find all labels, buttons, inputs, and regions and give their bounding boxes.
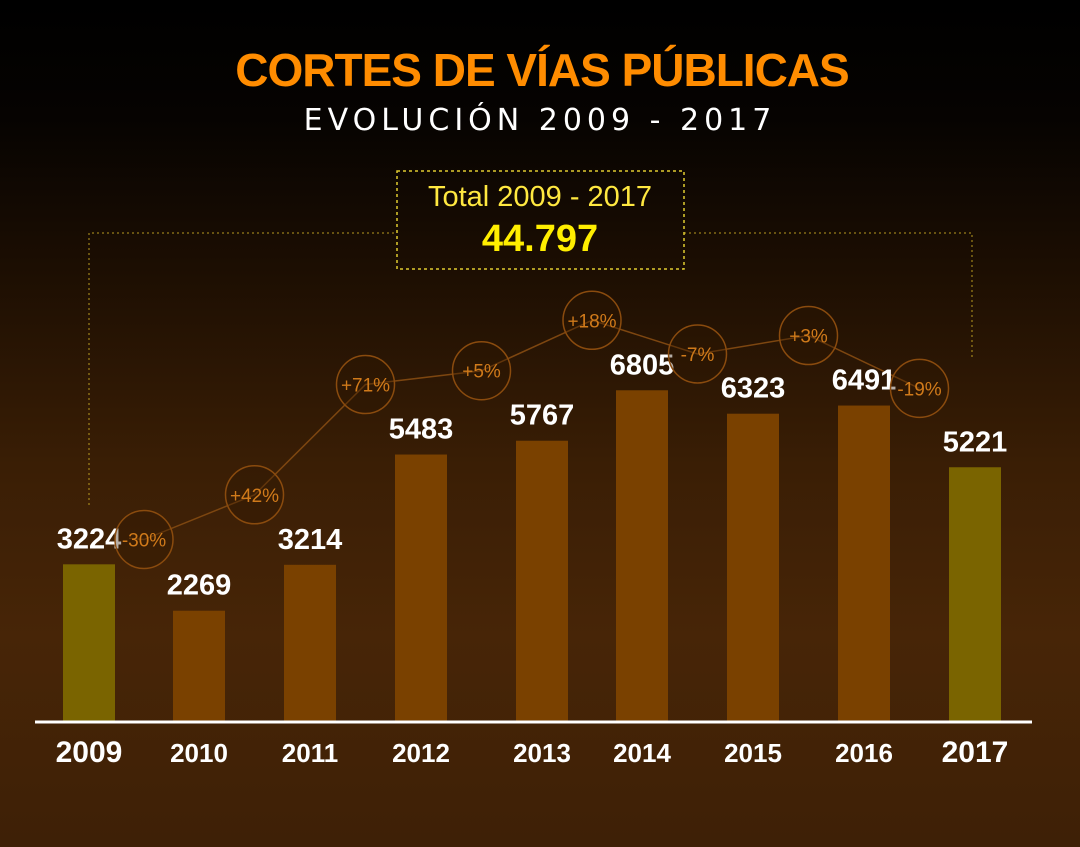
- bar-2013: [516, 440, 568, 721]
- x-tick-label-2013: 2013: [513, 738, 571, 768]
- total-box: [396, 170, 685, 270]
- bar-2015: [727, 413, 779, 721]
- change-label-2010: -30%: [122, 531, 166, 552]
- bar-2012: [395, 454, 447, 721]
- chart-subtitle: EVOLUCIÓN 2009 - 2017: [304, 101, 777, 138]
- bar-2014: [616, 390, 668, 721]
- x-tick-label-2009: 2009: [56, 736, 123, 769]
- change-label-2017: -19%: [897, 379, 941, 400]
- value-label-2017: 5221: [943, 426, 1008, 458]
- change-circle-2016: [778, 305, 839, 366]
- x-tick-label-2014: 2014: [613, 738, 671, 768]
- change-label-2015: -7%: [681, 345, 715, 366]
- x-tick-label-2011: 2011: [282, 738, 338, 768]
- change-circle-2012: [335, 354, 396, 415]
- x-tick-label-2015: 2015: [724, 738, 782, 768]
- total-connector: [88, 232, 973, 505]
- change-circle-2011: [224, 465, 285, 525]
- value-label-2013: 5767: [510, 400, 575, 432]
- x-tick-label-2016: 2016: [835, 738, 893, 768]
- value-label-2015: 6323: [721, 373, 786, 405]
- change-circle-2017: [889, 358, 950, 419]
- change-label-2011: +42%: [230, 486, 279, 507]
- bar-2017: [949, 467, 1001, 721]
- value-label-2012: 5483: [389, 414, 454, 446]
- bar-2011: [284, 564, 336, 721]
- x-tick-label-2012: 2012: [392, 738, 450, 768]
- change-label-2013: +5%: [462, 362, 501, 383]
- change-circle-2013: [451, 340, 512, 401]
- value-label-2011: 3214: [278, 524, 343, 556]
- value-label-2010: 2269: [167, 570, 232, 602]
- change-circle-2015: [667, 324, 728, 384]
- bar-2009: [63, 564, 115, 721]
- value-label-2016: 6491: [832, 365, 897, 397]
- bar-2010: [173, 610, 225, 721]
- change-label-2014: +18%: [567, 311, 616, 332]
- x-tick-label-2017: 2017: [942, 736, 1009, 769]
- bar-2016: [838, 405, 890, 721]
- change-circle-2010: [114, 509, 174, 570]
- trend-line: [128, 319, 920, 541]
- x-tick-label-2010: 2010: [170, 738, 228, 768]
- total-value: 44.797: [482, 218, 598, 260]
- value-label-2014: 6805: [610, 349, 675, 381]
- change-label-2012: +71%: [341, 376, 390, 397]
- total-label: Total 2009 - 2017: [428, 181, 652, 213]
- chart-title: CORTES DE VÍAS PÚBLICAS: [235, 44, 848, 96]
- change-label-2016: +3%: [789, 327, 828, 348]
- change-circle-2014: [562, 290, 622, 351]
- value-label-2009: 3224: [57, 523, 122, 555]
